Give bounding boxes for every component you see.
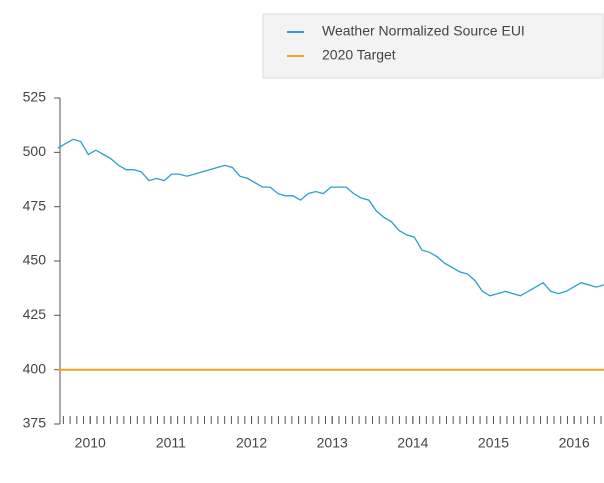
x-tick-label: 2014: [397, 435, 428, 451]
x-tick-label: 2012: [236, 435, 267, 451]
x-tick-label: 2016: [559, 435, 590, 451]
x-tick-label: 2010: [75, 435, 106, 451]
legend-label: 2020 Target: [322, 47, 396, 63]
legend-box: [262, 13, 604, 79]
y-tick-label: 400: [23, 360, 47, 376]
y-tick-label: 375: [23, 415, 47, 431]
x-tick-label: 2015: [478, 435, 509, 451]
x-tick-label: 2013: [317, 435, 348, 451]
y-tick-label: 450: [23, 252, 47, 268]
legend-label: Weather Normalized Source EUI: [322, 23, 525, 39]
y-tick-label: 525: [23, 89, 47, 105]
x-tick-label: 2011: [156, 435, 186, 451]
y-tick-label: 500: [23, 143, 47, 159]
y-tick-label: 475: [23, 197, 47, 213]
y-tick-label: 425: [23, 306, 47, 322]
series-line: [57, 138, 604, 297]
